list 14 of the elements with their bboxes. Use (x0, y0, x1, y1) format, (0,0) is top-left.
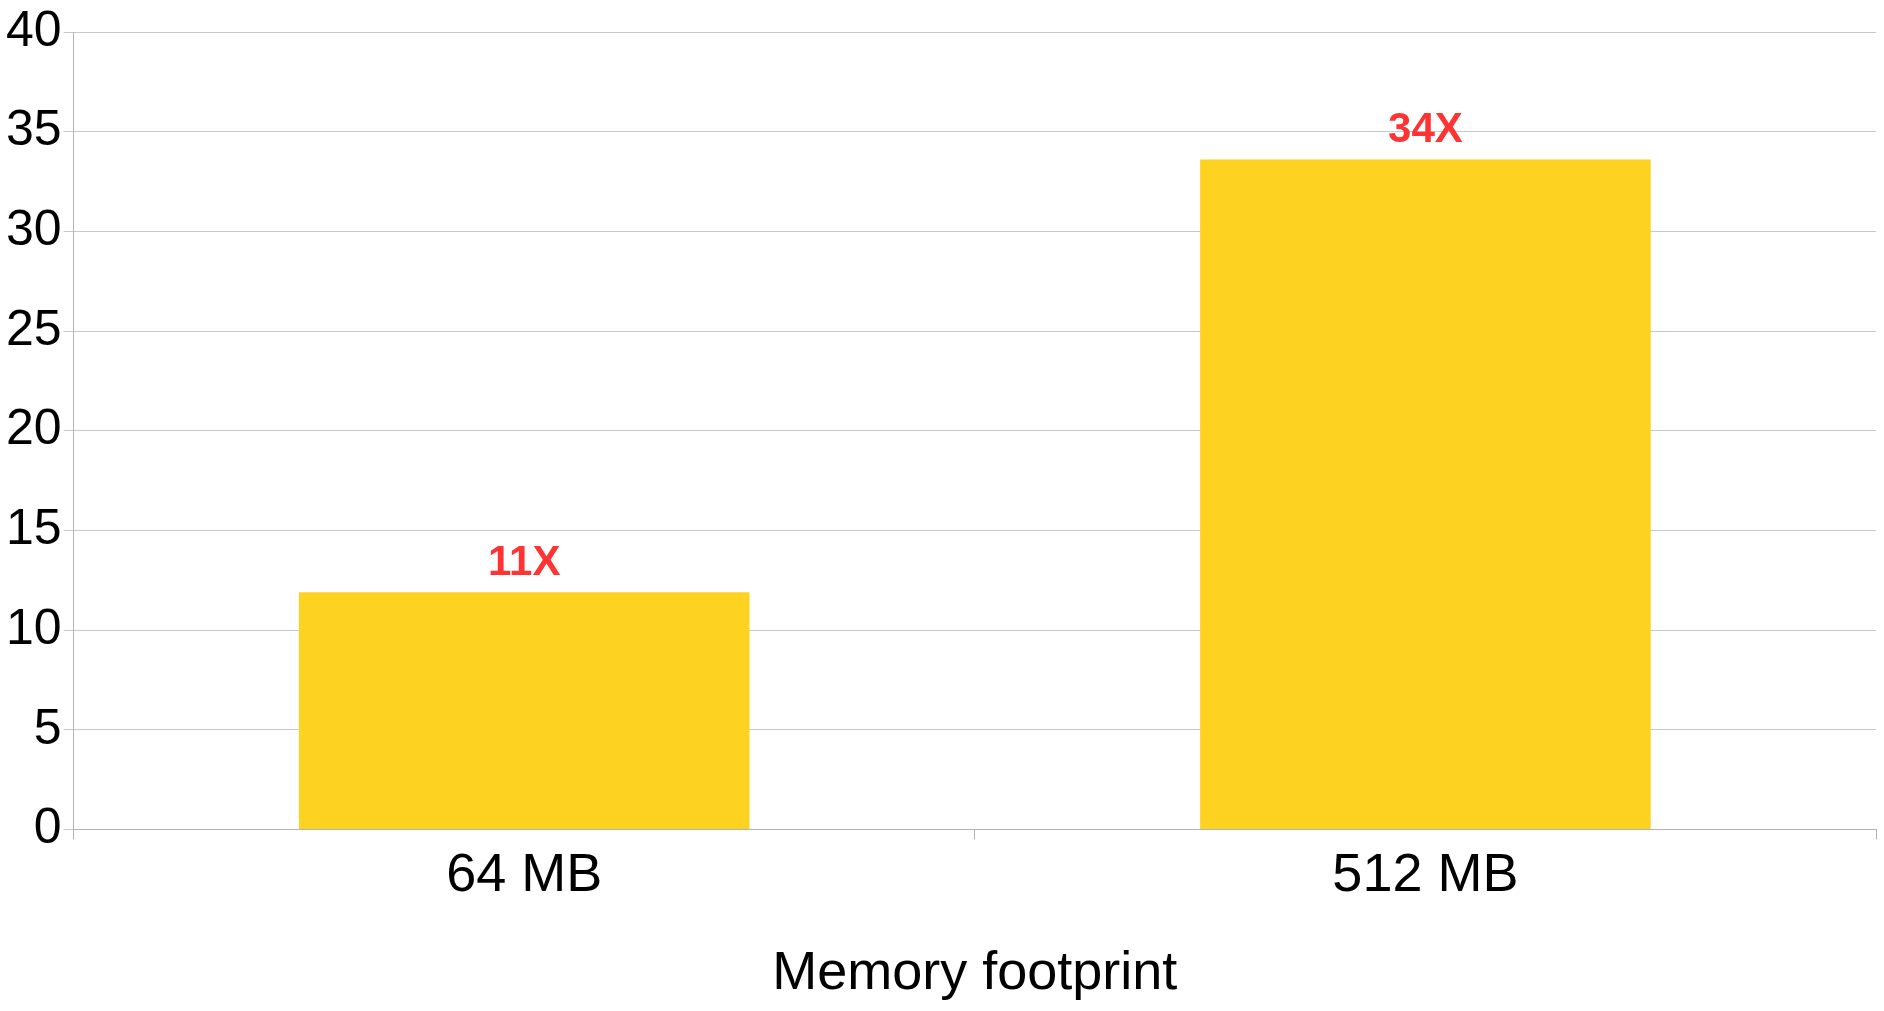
y-tick-label: 5 (33, 698, 62, 755)
x-axis-title: Memory footprint (772, 940, 1178, 1001)
annotation: 11X (488, 536, 561, 584)
y-tick-label: 35 (5, 100, 62, 157)
y-tick-label: 20 (5, 399, 62, 456)
x-tick-label: 64 MB (446, 841, 603, 902)
y-tick-label: 10 (5, 598, 62, 655)
y-tick-label: 30 (5, 200, 62, 257)
y-tick-label: 0 (33, 798, 62, 855)
y-tick-label: 15 (5, 499, 62, 556)
annotation: 34X (1388, 104, 1463, 152)
y-tick-label: 25 (5, 299, 62, 356)
y-tick-label: 40 (5, 0, 62, 57)
x-tick-label: 512 MB (1332, 841, 1519, 902)
